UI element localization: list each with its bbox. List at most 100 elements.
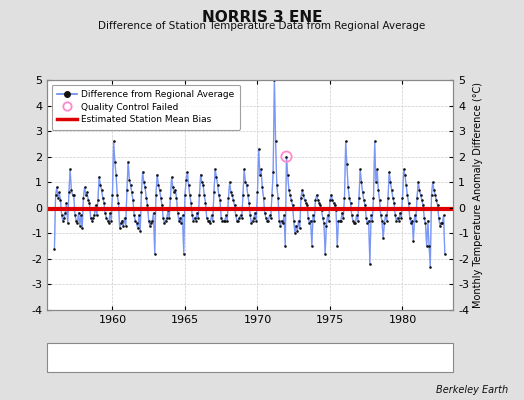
Point [217,215,225,221]
Point [274,194,282,201]
Point [373,166,381,173]
Point [174,217,183,224]
Point [90,212,99,219]
Point [115,225,124,232]
Point [192,217,200,224]
Point [195,192,204,198]
Point [101,210,110,216]
Point [276,222,285,229]
Point [234,217,242,224]
Point [94,197,102,203]
Point [375,197,384,203]
Point [133,220,141,226]
Point [354,217,362,224]
Point [208,212,216,219]
Point [397,215,406,221]
Text: Time of Obs. Change: Time of Obs. Change [254,354,354,362]
Point [130,212,138,219]
Point [159,215,167,221]
Point [399,166,408,173]
Point [419,202,427,208]
Point [267,215,275,221]
Point [374,187,383,193]
Point [237,215,246,221]
Point [82,192,90,198]
Point [386,179,395,186]
Point [201,200,210,206]
Point [114,200,123,206]
Point [236,212,245,219]
Point [239,192,247,198]
Point [205,217,213,224]
Point [433,202,442,208]
Point [304,215,312,221]
Point [126,182,135,188]
Point [319,215,327,221]
Point [173,210,182,216]
Point [332,207,340,214]
Point [434,215,443,221]
Point [324,217,333,224]
Point [347,212,356,219]
Point [297,194,305,201]
Point [383,217,391,224]
Point [285,187,293,193]
Point [260,210,269,216]
Point [141,184,149,190]
Point [384,194,392,201]
Point [268,192,276,198]
Point [333,243,342,249]
Point [255,146,263,152]
Point [181,192,189,198]
Point [178,212,187,219]
Point [136,228,145,234]
Point [282,154,291,160]
Point [158,202,166,208]
Point [418,197,426,203]
Point [362,215,370,221]
Point [359,197,368,203]
Point [131,217,139,224]
Point [123,187,131,193]
Point [84,197,92,203]
Point [290,217,298,224]
Point [408,217,417,224]
Point [311,197,320,203]
Point [83,189,91,196]
Point [187,200,195,206]
Point [395,217,403,224]
Point [102,215,111,221]
Point [355,194,363,201]
Point [249,215,258,221]
Point [117,220,125,226]
Point [420,215,429,221]
Point [88,217,96,224]
Point [248,217,257,224]
Point [322,222,331,229]
Point [246,212,255,219]
Point [385,169,394,175]
Point [299,192,308,198]
Point [316,202,324,208]
Point [426,263,434,270]
Point [138,169,147,175]
Point [410,212,419,219]
Point [398,194,407,201]
Point [119,222,127,229]
Point [95,174,103,180]
Point [326,197,334,203]
Point [390,200,398,206]
Point [269,169,277,175]
Point [294,217,303,224]
Point [165,215,173,221]
Point [127,189,136,196]
Point [223,217,232,224]
Point [321,250,330,257]
Point [112,171,120,178]
Point [212,174,221,180]
Point [156,187,164,193]
Point [296,225,304,232]
Point [358,189,367,196]
Point [417,192,425,198]
Point [146,222,154,229]
